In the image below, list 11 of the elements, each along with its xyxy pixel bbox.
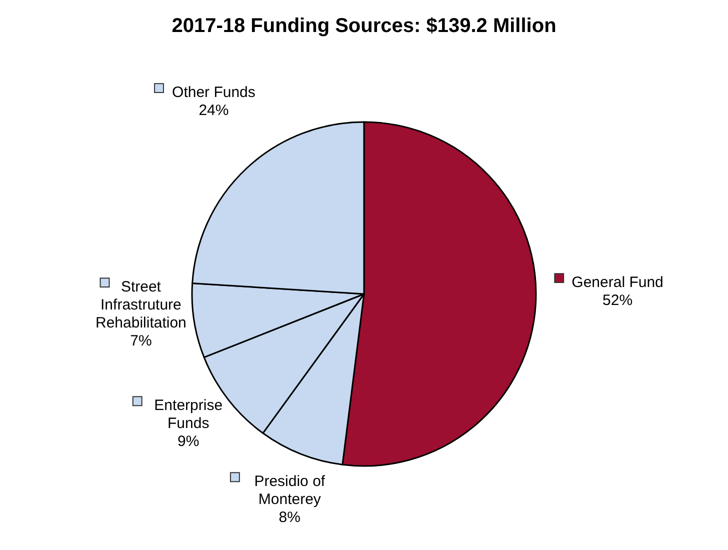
legend-label: Presidio of Monterey — [254, 473, 326, 508]
chart-title: 2017-18 Funding Sources: $139.2 Million — [172, 15, 556, 37]
data-label: 52% — [602, 292, 633, 310]
legend-label: General Fund — [572, 274, 664, 292]
data-label: 24% — [198, 102, 229, 120]
data-label: 8% — [278, 509, 300, 526]
legend-label: Street Infrastruture Rehabilitation — [96, 278, 186, 332]
data-label: 7% — [130, 332, 152, 350]
legend-label: Other Funds — [172, 84, 256, 102]
legend-label: Enterprise Funds — [154, 397, 223, 432]
data-label: 9% — [178, 433, 200, 450]
